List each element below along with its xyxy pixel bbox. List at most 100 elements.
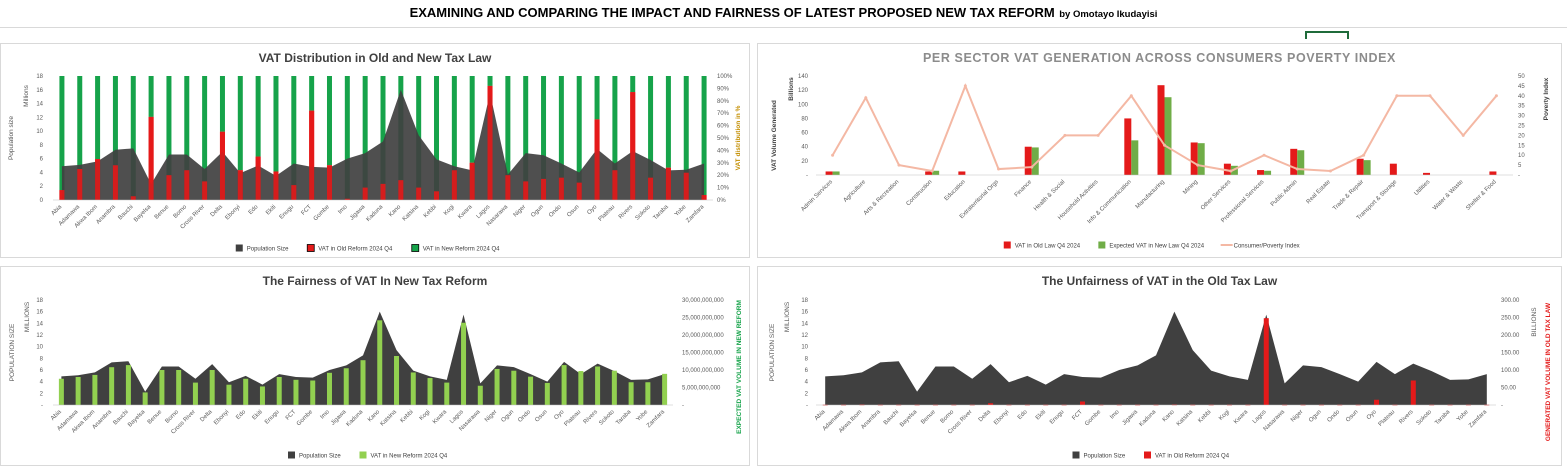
- bar-old-vat: [1263, 318, 1269, 405]
- old-unfairness-chart: 18 16 14 12 10 8 6 4 2 - 300.00 250.00 200.00 150.00 1…: [769, 298, 1552, 460]
- bar-new-vat: [310, 380, 316, 405]
- point-poverty-index: [963, 84, 967, 88]
- x-tick-label: Lagos: [1252, 409, 1268, 425]
- x-tick-label: Yobe: [1456, 409, 1470, 423]
- x-tick-label: Ebonyi: [993, 409, 1010, 426]
- x-tick-label: Construction: [906, 179, 934, 207]
- x-tick-label: Other Services: [1200, 179, 1232, 211]
- x-tick-label: Osun: [1345, 409, 1359, 423]
- chart-title: The Unfairness of VAT in the Old Tax Law: [1041, 274, 1278, 288]
- bar-old-law: [1389, 163, 1397, 175]
- bar-old-law: [1290, 148, 1298, 175]
- y-tick-label: 8: [40, 356, 44, 362]
- point-poverty-index: [1229, 169, 1233, 173]
- y-axis-title: VAT Volume Generated: [771, 100, 778, 171]
- point-poverty-index: [1262, 153, 1266, 157]
- y2-tick-label: 30%: [717, 161, 730, 167]
- bar-old-vat: [416, 187, 422, 200]
- bar-new-vat: [595, 366, 601, 405]
- x-tick-label: Anambra: [860, 409, 882, 431]
- x-tick-label: Delta: [199, 409, 214, 424]
- y-tick-label: -: [806, 173, 808, 179]
- bar-old-law: [1423, 172, 1431, 175]
- bar-new-vat: [276, 377, 282, 405]
- bar-old-law: [1124, 118, 1132, 175]
- bar-new-vat: [523, 76, 529, 182]
- x-tick-label: Kwara: [457, 204, 474, 221]
- y-tick-label: 10: [36, 345, 43, 351]
- x-tick-label: Rivers: [618, 204, 634, 220]
- x-tick-label: Katsina: [1176, 409, 1195, 428]
- x-tick-label: Abia: [51, 204, 64, 217]
- x-tick-label: Oyo: [553, 409, 565, 421]
- x-tick-label: Kogi: [1218, 409, 1231, 422]
- bar-new-vat: [612, 76, 618, 171]
- bar-new-vat: [344, 76, 350, 199]
- bar-new-vat: [75, 377, 81, 405]
- y2-tick-label: 60%: [717, 124, 730, 130]
- bar-new-vat: [176, 370, 182, 405]
- selection-bracket[interactable]: [1305, 31, 1349, 39]
- bar-old-vat: [148, 116, 154, 200]
- bar-old-vat: [362, 187, 368, 200]
- y-tick-label: 4: [805, 380, 809, 386]
- x-tick-label: Jigawa: [1122, 409, 1140, 427]
- bar-new-vat: [434, 76, 440, 192]
- y2-tick-label: 35: [1518, 104, 1525, 110]
- bar-old-vat: [77, 169, 83, 200]
- x-tick-label: Benue: [920, 409, 937, 426]
- bar-old-vat: [505, 175, 511, 200]
- x-tick-label: Imo: [320, 409, 332, 421]
- x-tick-label: Imo: [337, 204, 349, 216]
- x-tick-label: Osun: [534, 409, 548, 423]
- bar-old-vat: [630, 92, 636, 200]
- legend-label: Consumer/Poverty Index: [1234, 244, 1300, 250]
- y-tick-label: 18: [36, 298, 43, 304]
- bar-new-law: [1363, 160, 1371, 175]
- bar-new-vat: [505, 76, 511, 176]
- y2-tick-label: 300.00: [1501, 298, 1520, 304]
- x-tick-label: Ondo: [1327, 409, 1342, 424]
- bar-new-vat: [293, 379, 299, 405]
- legend-label: Population Size: [1084, 454, 1126, 460]
- point-poverty-index: [831, 153, 835, 157]
- legend-label: VAT in Old Law Q4 2024: [1015, 244, 1081, 250]
- bar-old-vat: [988, 403, 994, 405]
- y-tick-label: 60: [801, 131, 808, 137]
- x-tick-label: Lagos: [449, 409, 465, 425]
- y-tick-label: 2: [805, 391, 809, 397]
- bar-new-vat: [544, 382, 550, 405]
- x-tick-label: Ogun: [501, 409, 516, 424]
- x-tick-label: Ondo: [548, 204, 563, 219]
- x-tick-label: Delta: [978, 409, 993, 424]
- bar-old-law: [1024, 146, 1032, 175]
- x-tick-label: Ogun: [530, 204, 545, 219]
- point-poverty-index: [930, 169, 934, 173]
- x-tick-label: Taraba: [653, 204, 671, 222]
- y2-tick-label: -: [1501, 403, 1503, 409]
- y2-tick-label: 25: [1518, 124, 1525, 130]
- bar-new-vat: [209, 370, 215, 405]
- bar-new-vat: [166, 76, 172, 176]
- y-tick-label: -: [806, 403, 808, 409]
- bar-new-vat: [558, 76, 564, 178]
- bar-new-vat: [461, 322, 467, 405]
- x-tick-label: Enugu: [279, 204, 296, 221]
- bar-old-vat: [541, 178, 547, 200]
- bar-new-vat: [561, 365, 567, 405]
- point-poverty-index: [897, 163, 901, 167]
- bar-new-vat: [648, 76, 654, 178]
- bar-new-vat: [95, 76, 101, 160]
- y-tick-label: 14: [36, 102, 43, 108]
- y2-tick-label: 5: [1518, 163, 1522, 169]
- bar-new-vat: [427, 378, 433, 405]
- y2-tick-label: -: [682, 403, 684, 409]
- bar-new-vat: [148, 76, 154, 117]
- x-tick-label: Real Estate: [1306, 179, 1333, 206]
- bar-new-vat: [360, 360, 366, 405]
- y2-tick-label: 70%: [717, 111, 730, 117]
- bar-old-vat: [309, 110, 315, 200]
- y2-tick-label: 40%: [717, 148, 730, 154]
- bar-old-vat: [576, 182, 582, 200]
- bar-old-law: [825, 171, 833, 175]
